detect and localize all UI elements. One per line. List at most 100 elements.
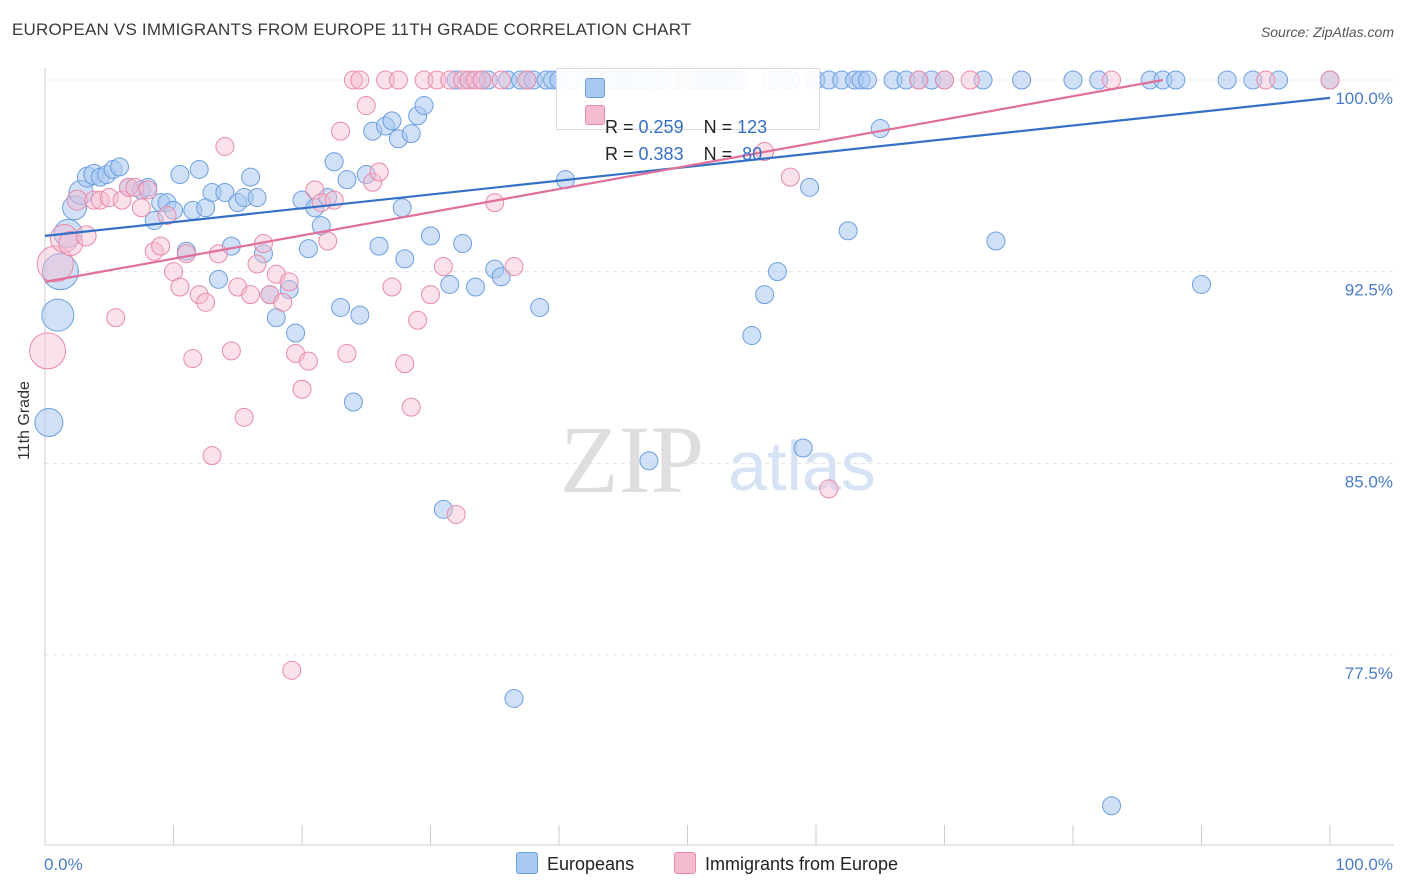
data-point-europeans [870, 119, 890, 139]
data-point-immigrants [388, 70, 408, 90]
data-point-europeans [530, 297, 550, 317]
data-point-immigrants [157, 205, 177, 225]
data-point-immigrants [395, 354, 415, 374]
data-point-europeans [800, 177, 820, 197]
data-point-europeans [1063, 70, 1083, 90]
trend-line-immigrants [44, 78, 1164, 283]
data-point-immigrants [465, 70, 485, 90]
data-point-immigrants [363, 172, 383, 192]
data-point-europeans [34, 407, 64, 437]
data-point-immigrants [331, 121, 351, 141]
y-tick-label: 85.0% [1345, 472, 1393, 491]
data-point-europeans [755, 285, 775, 305]
data-point-immigrants [305, 180, 325, 200]
data-point-immigrants [66, 189, 88, 211]
legend-box: R = 0.259 N = 123 R = 0.383 N = 80 [556, 68, 820, 164]
data-point-immigrants [208, 244, 228, 264]
data-point-immigrants [780, 167, 800, 187]
data-point-immigrants [298, 351, 318, 371]
data-point-immigrants [472, 70, 492, 90]
data-point-immigrants [909, 70, 929, 90]
legend-n-label: N = [703, 144, 738, 164]
series-immigrants-points [29, 70, 1340, 680]
data-point-immigrants [935, 70, 954, 90]
data-point-immigrants [356, 96, 376, 116]
data-point-immigrants [151, 236, 171, 256]
data-point-europeans [395, 249, 415, 269]
legend-r-label: R = [605, 117, 639, 137]
legend-n-value: 123 [737, 117, 768, 137]
data-point-europeans [369, 236, 389, 256]
trend-lines [44, 78, 1331, 283]
data-point-europeans [986, 231, 1006, 251]
data-point-immigrants [234, 407, 254, 427]
legend-swatch-pink [585, 105, 605, 125]
data-point-immigrants [517, 70, 537, 90]
data-point-immigrants [106, 308, 126, 328]
data-point-immigrants [196, 292, 216, 312]
data-point-europeans [838, 221, 858, 241]
legend-label-immigrants: Immigrants from Europe [705, 854, 899, 874]
legend-item-immigrants[interactable]: Immigrants from Europe [674, 852, 898, 875]
data-point-europeans [189, 159, 209, 179]
data-point-europeans [41, 298, 75, 332]
legend-r-value: 0.383 [638, 144, 684, 164]
data-point-europeans [286, 323, 306, 343]
data-point-europeans [164, 200, 183, 220]
data-point-immigrants [29, 332, 67, 370]
data-point-immigrants [1320, 70, 1340, 90]
data-point-europeans [110, 157, 130, 177]
data-point-immigrants [819, 479, 839, 499]
legend-n-value: 80 [737, 144, 763, 164]
data-point-europeans [343, 392, 363, 412]
legend-n-label: N = [703, 117, 738, 137]
data-point-europeans [170, 165, 190, 185]
data-point-immigrants [84, 190, 104, 210]
data-point-europeans [1217, 70, 1237, 90]
legend-label-europeans: Europeans [547, 854, 635, 874]
data-point-europeans [453, 234, 473, 254]
data-point-immigrants [292, 379, 312, 399]
data-point-europeans [1012, 70, 1032, 90]
data-point-immigrants [131, 198, 151, 218]
legend-swatch-immigrants [674, 852, 696, 874]
data-point-europeans [465, 277, 485, 297]
data-point-immigrants [408, 310, 428, 330]
data-point-europeans [241, 167, 261, 187]
data-point-europeans [392, 198, 412, 218]
data-point-immigrants [189, 285, 209, 305]
data-point-immigrants [282, 660, 302, 680]
data-point-europeans [504, 688, 524, 708]
data-point-immigrants [221, 341, 241, 361]
tick-labels: 77.5% 85.0% 92.5% 100.0% 0.0% 100.0% [44, 89, 1393, 874]
data-point-immigrants [144, 241, 164, 261]
data-point-europeans [639, 451, 659, 471]
data-point-immigrants [491, 70, 511, 90]
data-point-immigrants [170, 277, 190, 297]
data-point-europeans [279, 280, 299, 300]
data-point-europeans [337, 170, 357, 190]
data-point-immigrants [382, 277, 402, 297]
legend-r-value: 0.259 [638, 117, 684, 137]
legend-item-europeans[interactable]: Europeans [516, 852, 634, 875]
data-point-immigrants [202, 446, 222, 466]
data-point-immigrants [176, 244, 196, 264]
data-point-europeans [215, 182, 235, 202]
data-point-immigrants [1256, 70, 1276, 90]
data-point-immigrants [183, 349, 203, 369]
data-point-immigrants [421, 285, 440, 305]
bottom-legend: Europeans Immigrants from Europe [0, 852, 1406, 878]
y-axis-label: 11th Grade [16, 381, 33, 460]
chart-title: EUROPEAN VS IMMIGRANTS FROM EUROPE 11TH … [12, 20, 692, 39]
legend-row-europeans: R = 0.259 N = 123 [585, 75, 767, 159]
y-tick-label: 100.0% [1335, 89, 1393, 108]
data-point-europeans [793, 438, 813, 458]
x-tick-label-min: 0.0% [44, 855, 83, 874]
data-point-immigrants [1102, 70, 1122, 90]
data-point-europeans [208, 269, 228, 289]
data-point-europeans [247, 188, 267, 208]
x-tick-label-max: 100.0% [1335, 855, 1393, 874]
data-point-immigrants [446, 504, 466, 524]
data-point-immigrants [119, 177, 139, 197]
data-point-immigrants [75, 225, 97, 247]
